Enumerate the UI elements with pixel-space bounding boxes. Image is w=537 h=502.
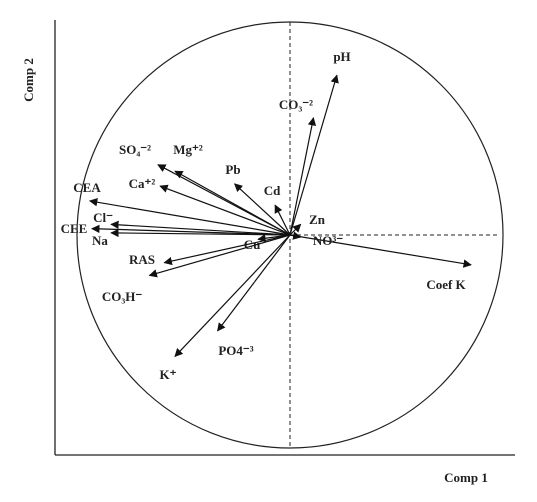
vector-label: PO4⁻³ — [218, 343, 253, 358]
vector-label: Cd — [264, 183, 281, 198]
vector-label: Na — [92, 233, 108, 248]
vector — [289, 74, 339, 236]
vector — [174, 234, 291, 358]
vector-label: Cl⁻ — [93, 210, 113, 225]
vector — [289, 231, 302, 240]
vector — [159, 184, 291, 236]
vector-label: Cu — [244, 237, 261, 252]
vector-label: CEA — [73, 180, 101, 195]
vector-label: pH — [333, 49, 350, 64]
vector-label: Pb — [225, 162, 240, 177]
vector — [88, 198, 291, 236]
vector-label: Zn — [309, 212, 326, 227]
vector-label: CO₃H⁻ — [102, 289, 143, 304]
vector — [274, 204, 291, 236]
vector-label: NO³⁻ — [313, 233, 343, 248]
vector — [217, 234, 291, 332]
vector — [163, 234, 291, 266]
vector — [148, 234, 291, 278]
vector-label: Ca⁺² — [129, 176, 156, 191]
vector — [289, 223, 302, 236]
vector — [174, 170, 291, 236]
vector-label: RAS — [129, 252, 155, 267]
x-axis-label: Comp 1 — [444, 470, 488, 485]
vector — [91, 224, 291, 236]
vector-label: SO₄⁻² — [119, 142, 151, 157]
vector — [110, 220, 291, 236]
vector-label: Mg⁺² — [173, 142, 203, 157]
vector-label: CEE — [61, 221, 88, 236]
y-axis-label: Comp 2 — [21, 58, 36, 102]
vector-label: CO₃⁻² — [279, 97, 313, 112]
vector-label: Coef K — [426, 277, 466, 292]
vector — [234, 183, 291, 236]
vector — [289, 117, 317, 236]
vector-label: K⁺ — [160, 367, 177, 382]
vector — [289, 234, 472, 268]
